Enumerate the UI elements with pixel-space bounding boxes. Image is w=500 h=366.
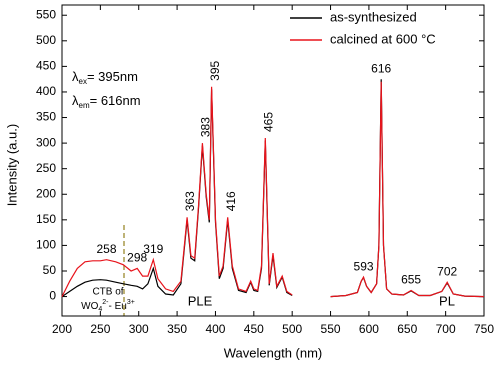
emission-note: λem= 616nm: [72, 93, 141, 110]
subscript: ex: [79, 77, 87, 86]
y-tick-label: 0: [49, 289, 56, 303]
x-tick-label: 650: [397, 322, 417, 336]
legend-label: calcined at 600 °C: [330, 31, 436, 46]
peak-label: 416: [224, 191, 238, 211]
x-axis-title: Wavelength (nm): [224, 345, 323, 360]
y-tick-label: 400: [36, 84, 56, 98]
y-tick-label: 100: [36, 238, 56, 252]
x-tick-label: 300: [129, 322, 149, 336]
pl-label: PL: [439, 293, 455, 308]
superscript: 3+: [127, 299, 135, 306]
formula-part: WO: [81, 301, 98, 312]
excitation-note: λex= 395nm: [72, 69, 138, 86]
x-tick-label: 450: [244, 322, 264, 336]
y-tick-label: 200: [36, 186, 56, 200]
y-tick-label: 50: [43, 263, 57, 277]
formula-part: - Eu: [109, 301, 127, 312]
x-tick-label: 600: [359, 322, 379, 336]
plot-frame: [61, 4, 485, 317]
note-text: = 616nm: [90, 93, 141, 108]
peak-label: 702: [437, 264, 457, 278]
x-tick-label: 700: [436, 322, 456, 336]
x-tick-label: 200: [52, 322, 72, 336]
y-tick-label: 450: [36, 59, 56, 73]
note-text: = 395nm: [87, 69, 138, 84]
x-tick-label: 250: [90, 322, 110, 336]
peak-label: 616: [371, 61, 391, 75]
peak-label: 593: [354, 259, 374, 273]
x-tick-label: 350: [167, 322, 187, 336]
superscript: 2-: [102, 299, 109, 306]
subscript: em: [79, 101, 90, 110]
peak-label: 258: [96, 242, 116, 256]
legend-label: as-synthesized: [330, 9, 417, 24]
x-tick-label: 500: [282, 322, 302, 336]
peak-label: 363: [183, 191, 197, 211]
y-tick-label: 350: [36, 110, 56, 124]
y-tick-label: 500: [36, 33, 56, 47]
x-tick-label: 750: [474, 322, 494, 336]
peak-label: 298: [127, 251, 147, 265]
x-tick-label: 550: [321, 322, 341, 336]
lambda: λ: [72, 69, 79, 84]
y-tick-label: 550: [36, 7, 56, 21]
peak-label: 383: [199, 117, 213, 137]
x-tick-label: 400: [205, 322, 225, 336]
ctb-formula: WO42-- Eu3+: [81, 299, 135, 313]
peak-label: 395: [208, 60, 222, 80]
peak-label: 655: [401, 273, 421, 287]
peak-label: 465: [261, 112, 275, 132]
spectrum-line: [61, 79, 485, 298]
y-tick-label: 300: [36, 135, 56, 149]
subscript: 4: [98, 306, 102, 313]
ctb-label: CTB of: [92, 287, 123, 298]
spectrum-line: [61, 81, 485, 298]
y-tick-label: 150: [36, 212, 56, 226]
y-axis-title: Intensity (a.u.): [4, 124, 19, 206]
peak-label: 319: [143, 242, 163, 256]
lambda: λ: [72, 93, 79, 108]
ple-label: PLE: [188, 293, 213, 308]
y-tick-label: 250: [36, 161, 56, 175]
